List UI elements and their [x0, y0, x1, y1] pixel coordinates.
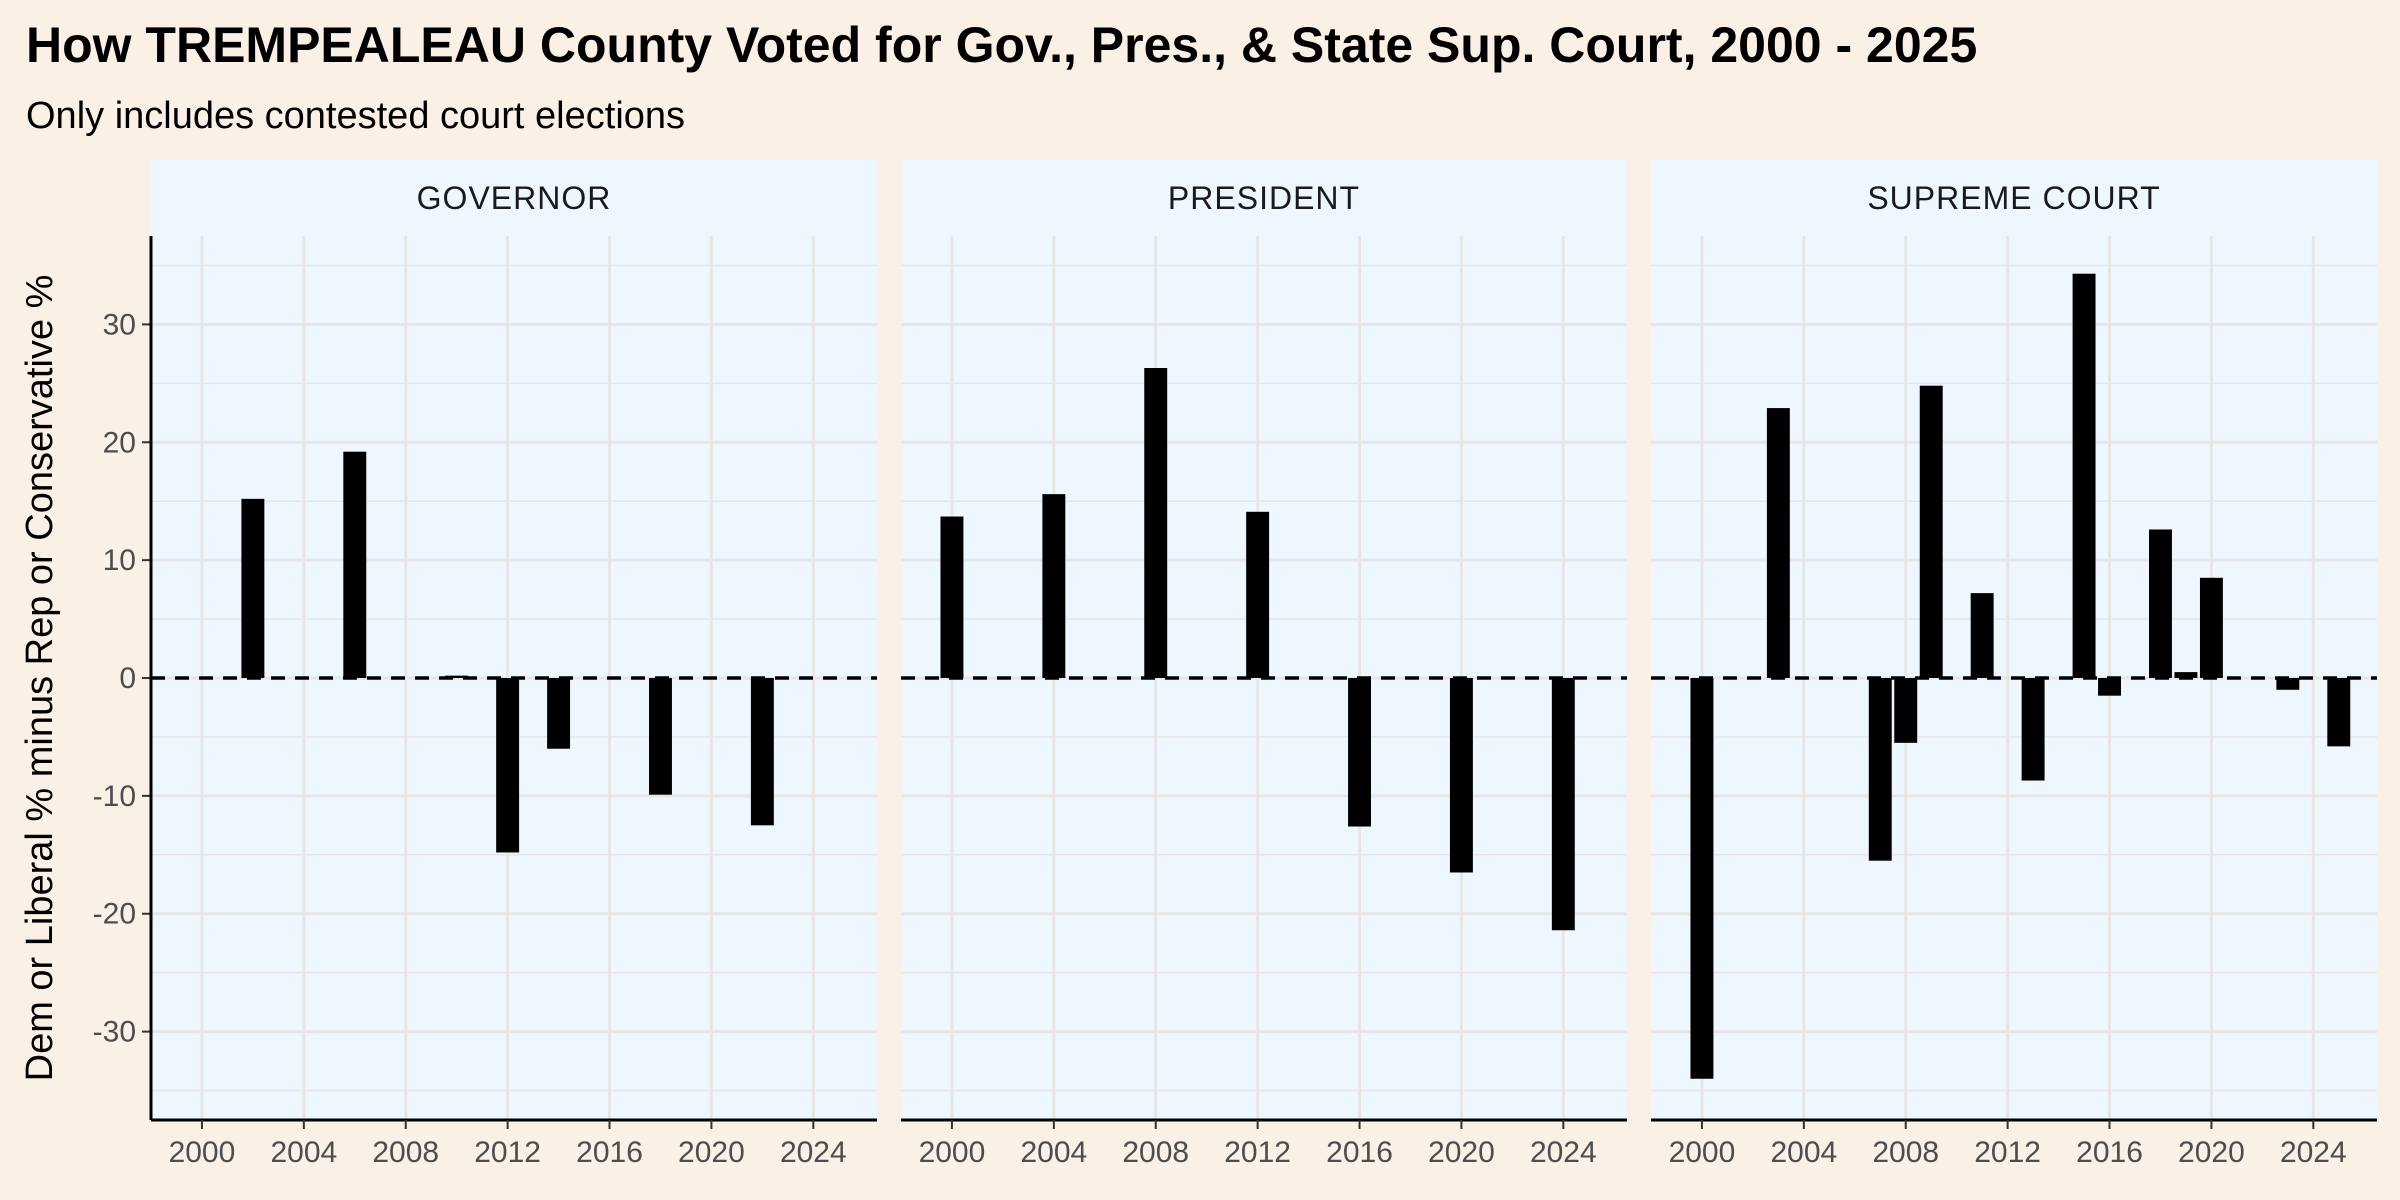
- x-tick-label: 2004: [1770, 1136, 1837, 1169]
- x-tick-label: 2012: [1974, 1136, 2041, 1169]
- facet-panel-supreme-court: SUPREME COURT 2000 2004 2008 2012 2016 2020 202…: [1651, 160, 2377, 1169]
- bar: [2149, 529, 2172, 678]
- y-tick-label: 20: [103, 426, 136, 459]
- chart-subtitle: Only includes contested court elections: [26, 95, 685, 137]
- bar: [1970, 593, 1994, 678]
- bar: [241, 498, 265, 678]
- bar: [1894, 678, 1918, 743]
- bar: [2327, 678, 2351, 747]
- x-tick-label: 2000: [1669, 1136, 1736, 1169]
- y-tick-label: 10: [103, 544, 136, 577]
- facet-strip: [901, 160, 1627, 236]
- bar: [649, 678, 672, 795]
- x-tick-label: 2020: [1428, 1136, 1495, 1169]
- bar: [1919, 385, 1943, 678]
- x-tick-label: 2008: [1122, 1136, 1189, 1169]
- x-tick-label: 2012: [1224, 1136, 1291, 1169]
- bar: [1449, 678, 1473, 873]
- x-tick-label: 2024: [1530, 1136, 1597, 1169]
- x-tick-label: 2016: [2076, 1136, 2143, 1169]
- x-tick-label: 2024: [2280, 1136, 2347, 1169]
- x-tick-label: 2008: [372, 1136, 439, 1169]
- bar: [2199, 577, 2223, 678]
- facet-strip: [1651, 160, 2377, 236]
- bar: [1551, 678, 1575, 931]
- bar: [940, 516, 964, 678]
- facet-strip-label: SUPREME COURT: [1867, 180, 2160, 216]
- bar: [1348, 678, 1371, 827]
- x-tick-label: 2004: [270, 1136, 337, 1169]
- bar: [750, 678, 774, 826]
- x-tick-label: 2016: [576, 1136, 643, 1169]
- facet-strip-label: PRESIDENT: [1168, 180, 1360, 216]
- y-tick-label: -30: [93, 1016, 136, 1049]
- chart-title: How TREMPEALEAU County Voted for Gov., P…: [26, 17, 1977, 73]
- bar: [1690, 678, 1714, 1079]
- x-tick-label: 2000: [919, 1136, 986, 1169]
- facet-strip-label: GOVERNOR: [417, 180, 612, 216]
- x-tick-label: 2020: [2178, 1136, 2245, 1169]
- y-tick-label: 30: [103, 308, 136, 341]
- bar: [2021, 678, 2045, 781]
- bar: [1246, 511, 1270, 678]
- facet-panel-governor: GOVERNOR 2000 2004 2008 2012 2016 2020 2024: [149, 160, 877, 1169]
- y-tick-label: -10: [93, 780, 136, 813]
- x-tick-label: 2016: [1326, 1136, 1393, 1169]
- x-tick-label: 2012: [474, 1136, 541, 1169]
- bar: [2174, 672, 2198, 678]
- bar: [1042, 494, 1066, 678]
- bar: [1766, 408, 1790, 678]
- y-tick-label: 0: [119, 662, 136, 695]
- x-tick-label: 2024: [780, 1136, 847, 1169]
- x-tick-label: 2000: [169, 1136, 236, 1169]
- bar: [445, 675, 469, 678]
- facet-panel-president: PRESIDENT 2000 2004 2008 2012 2016 2020 2024: [901, 160, 1627, 1169]
- bar: [2098, 678, 2121, 696]
- x-tick-label: 2004: [1020, 1136, 1087, 1169]
- bar: [1868, 678, 1892, 861]
- y-tick-label: -20: [93, 898, 136, 931]
- facet-strip: [151, 160, 877, 236]
- bar: [1144, 368, 1168, 678]
- x-tick-label: 2008: [1872, 1136, 1939, 1169]
- bar: [343, 451, 367, 678]
- x-tick-label: 2020: [678, 1136, 745, 1169]
- bar: [496, 678, 520, 853]
- y-axis-label: Dem or Liberal % minus Rep or Conservati…: [19, 275, 61, 1082]
- bar: [547, 678, 571, 749]
- facet-panels: -30 -20 -10 0 10 20 30 GOVERNOR 2000 2004 2008 2012…: [93, 160, 2377, 1169]
- bar: [2072, 273, 2096, 678]
- bar: [2276, 678, 2300, 690]
